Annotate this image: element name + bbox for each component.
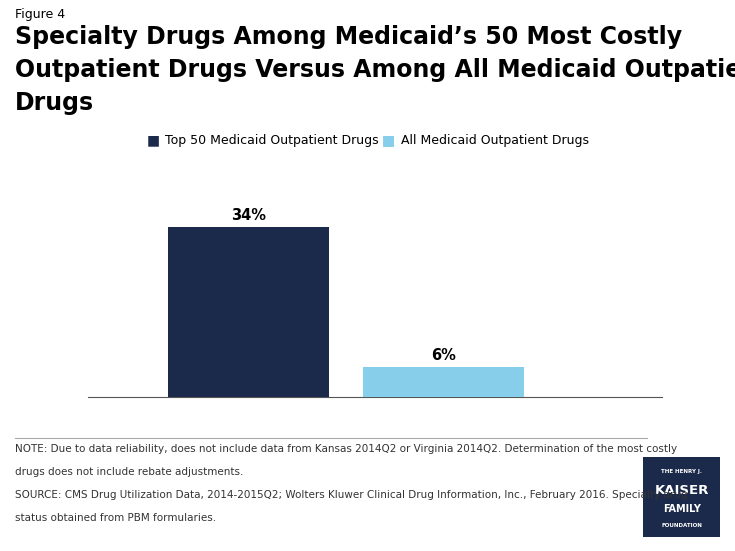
Text: Figure 4: Figure 4 <box>15 8 65 21</box>
Text: Outpatient Drugs Versus Among All Medicaid Outpatient: Outpatient Drugs Versus Among All Medica… <box>15 58 735 82</box>
Bar <box>363 367 524 397</box>
Text: ■: ■ <box>147 133 160 148</box>
Text: FOUNDATION: FOUNDATION <box>662 523 702 528</box>
Text: FAMILY: FAMILY <box>663 504 700 514</box>
Text: drugs does not include rebate adjustments.: drugs does not include rebate adjustment… <box>15 467 243 477</box>
Text: Drugs: Drugs <box>15 91 94 115</box>
Text: 6%: 6% <box>431 348 456 363</box>
Text: NOTE: Due to data reliability, does not include data from Kansas 2014Q2 or Virgi: NOTE: Due to data reliability, does not … <box>15 444 677 453</box>
Text: □: □ <box>382 133 395 148</box>
Text: SOURCE: CMS Drug Utilization Data, 2014-2015Q2; Wolters Kluwer Clinical Drug Inf: SOURCE: CMS Drug Utilization Data, 2014-… <box>15 490 687 500</box>
Text: Specialty Drugs Among Medicaid’s 50 Most Costly: Specialty Drugs Among Medicaid’s 50 Most… <box>15 25 682 49</box>
Text: THE HENRY J.: THE HENRY J. <box>662 469 702 474</box>
Text: ■: ■ <box>382 133 395 148</box>
Bar <box>168 227 329 397</box>
Text: All Medicaid Outpatient Drugs: All Medicaid Outpatient Drugs <box>401 134 589 147</box>
Text: status obtained from PBM formularies.: status obtained from PBM formularies. <box>15 513 216 523</box>
Text: 34%: 34% <box>232 208 266 223</box>
Text: KAISER: KAISER <box>655 484 709 498</box>
Text: Top 50 Medicaid Outpatient Drugs: Top 50 Medicaid Outpatient Drugs <box>165 134 379 147</box>
